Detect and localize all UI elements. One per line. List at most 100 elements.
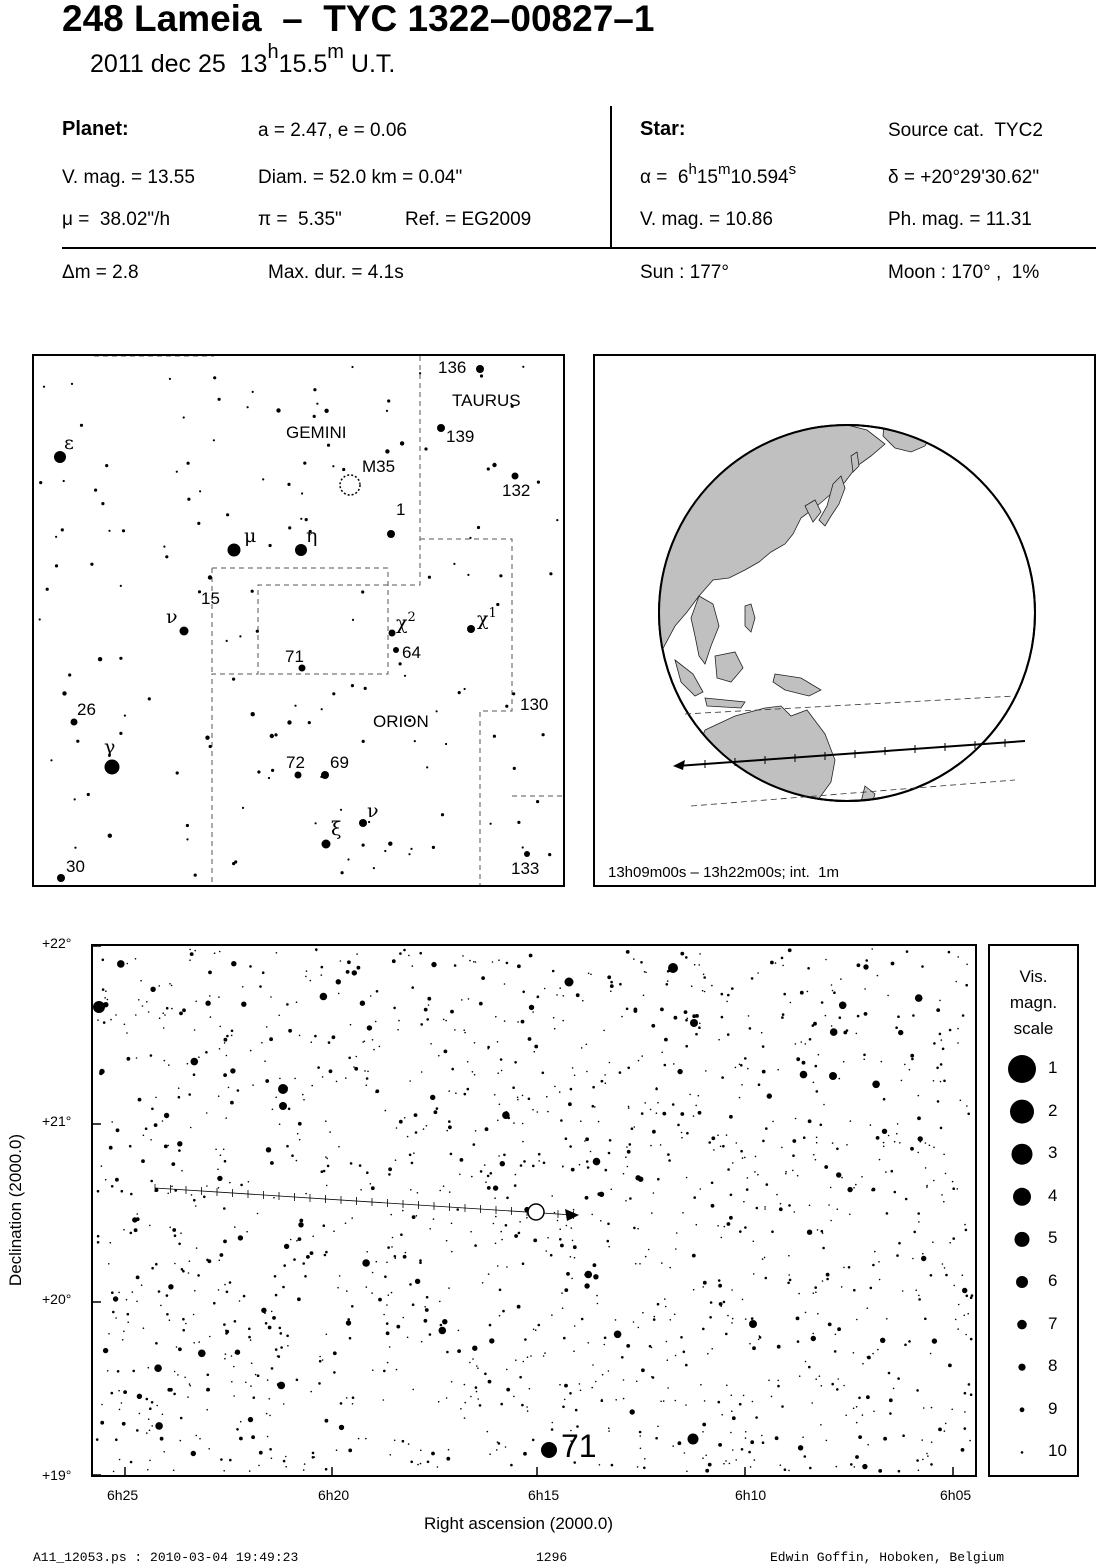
- finder-star: [304, 518, 308, 522]
- chart-star: [727, 1168, 730, 1171]
- chart-star: [799, 990, 804, 995]
- finder-star: [492, 734, 496, 738]
- chart-star: [565, 1224, 568, 1227]
- chart-star: [673, 1015, 678, 1020]
- chart-star: [223, 1159, 227, 1163]
- chart-star: [272, 1316, 276, 1320]
- chart-star: [101, 1403, 103, 1406]
- chart-star: [653, 1315, 656, 1318]
- chart-star: [680, 951, 685, 956]
- chart-star: [556, 994, 558, 996]
- chart-star: [545, 1250, 548, 1252]
- chart-star: [209, 995, 211, 997]
- chart-star: [717, 1134, 719, 1136]
- chart-star: [239, 1420, 242, 1423]
- chart-star: [601, 1373, 604, 1376]
- chart-star: [949, 1241, 951, 1244]
- chart-star: [930, 1441, 933, 1443]
- chart-star: [427, 1004, 430, 1006]
- chart-star: [398, 1019, 400, 1022]
- chart-star: [941, 1263, 944, 1265]
- finder-star: [408, 718, 412, 722]
- chart-star: [446, 1129, 449, 1132]
- chart-star: [595, 1380, 597, 1383]
- chart-star: [484, 1127, 489, 1132]
- chart-star: [820, 1385, 823, 1387]
- chart-star: [371, 1039, 374, 1041]
- chart-star: [573, 1350, 575, 1352]
- chart-star: [939, 1063, 943, 1066]
- chart-bright-star: [564, 977, 574, 987]
- chart-star: [447, 1448, 450, 1451]
- star-label-72: 72: [286, 753, 305, 772]
- chart-star: [209, 1335, 211, 1338]
- chart-star: [96, 1189, 100, 1193]
- chart-star: [401, 1439, 405, 1443]
- chart-star: [386, 1261, 388, 1264]
- chart-star: [396, 1324, 401, 1329]
- chart-star: [924, 1142, 927, 1144]
- chart-star: [626, 1165, 629, 1168]
- chart-star: [476, 1365, 478, 1367]
- chart-star: [771, 1230, 774, 1233]
- chart-star: [699, 1027, 701, 1029]
- chart-star: [516, 1304, 521, 1309]
- chart-star: [270, 996, 272, 998]
- chart-star: [462, 955, 464, 957]
- chart-star: [801, 1060, 806, 1065]
- chart-star: [809, 1466, 812, 1470]
- chart-star: [195, 1434, 198, 1437]
- chart-star: [772, 1120, 774, 1123]
- finder-star: [387, 399, 391, 403]
- chart-star: [391, 1246, 393, 1248]
- chart-star: [321, 1076, 324, 1078]
- chart-star: [442, 1185, 445, 1187]
- chart-star: [223, 1470, 225, 1472]
- chart-star: [707, 1352, 709, 1355]
- chart-star: [506, 1266, 508, 1268]
- finder-star: [321, 839, 331, 849]
- finder-star: [54, 564, 59, 568]
- finder-star: [308, 529, 312, 534]
- chart-star: [651, 1023, 656, 1028]
- chart-star: [305, 1192, 307, 1195]
- chart-star: [270, 1457, 273, 1460]
- chart-star: [757, 972, 759, 974]
- chart-star: [309, 1251, 314, 1255]
- chart-star: [823, 1103, 825, 1106]
- chart-star: [589, 1150, 592, 1153]
- chart-star: [267, 1325, 272, 1330]
- chart-star: [324, 1418, 329, 1423]
- chart-star: [320, 1170, 324, 1173]
- chart-star: [564, 1137, 568, 1140]
- chart-star: [922, 1252, 924, 1255]
- chart-star: [325, 1156, 327, 1158]
- chart-star: [614, 1319, 617, 1321]
- chart-star: [829, 1186, 832, 1189]
- chart-star: [223, 1239, 227, 1244]
- chart-star: [781, 1146, 783, 1149]
- chart-star: [546, 1095, 548, 1098]
- chart-star: [689, 1093, 691, 1096]
- finder-star: [408, 853, 411, 856]
- chart-star: [926, 1452, 928, 1455]
- chart-star: [761, 1045, 765, 1048]
- chart-star: [938, 1032, 942, 1036]
- chart-star: [621, 1356, 624, 1359]
- chart-star: [274, 1293, 278, 1297]
- chart-star: [904, 1063, 906, 1066]
- chart-star: [888, 1398, 893, 1403]
- scale-dots: [1008, 1055, 1036, 1454]
- chart-star: [391, 1236, 394, 1239]
- constellation-taurus: TAURUS: [452, 391, 521, 410]
- chart-star: [264, 1312, 266, 1314]
- chart-star: [896, 1254, 899, 1257]
- asteroid-path: [154, 1187, 574, 1216]
- chart-star: [880, 1060, 883, 1063]
- chart-star: [208, 1448, 210, 1450]
- chart-star: [198, 1341, 200, 1343]
- chart-star: [887, 1371, 891, 1375]
- chart-star: [719, 1145, 722, 1148]
- chart-star: [448, 1191, 451, 1193]
- chart-star: [101, 988, 105, 991]
